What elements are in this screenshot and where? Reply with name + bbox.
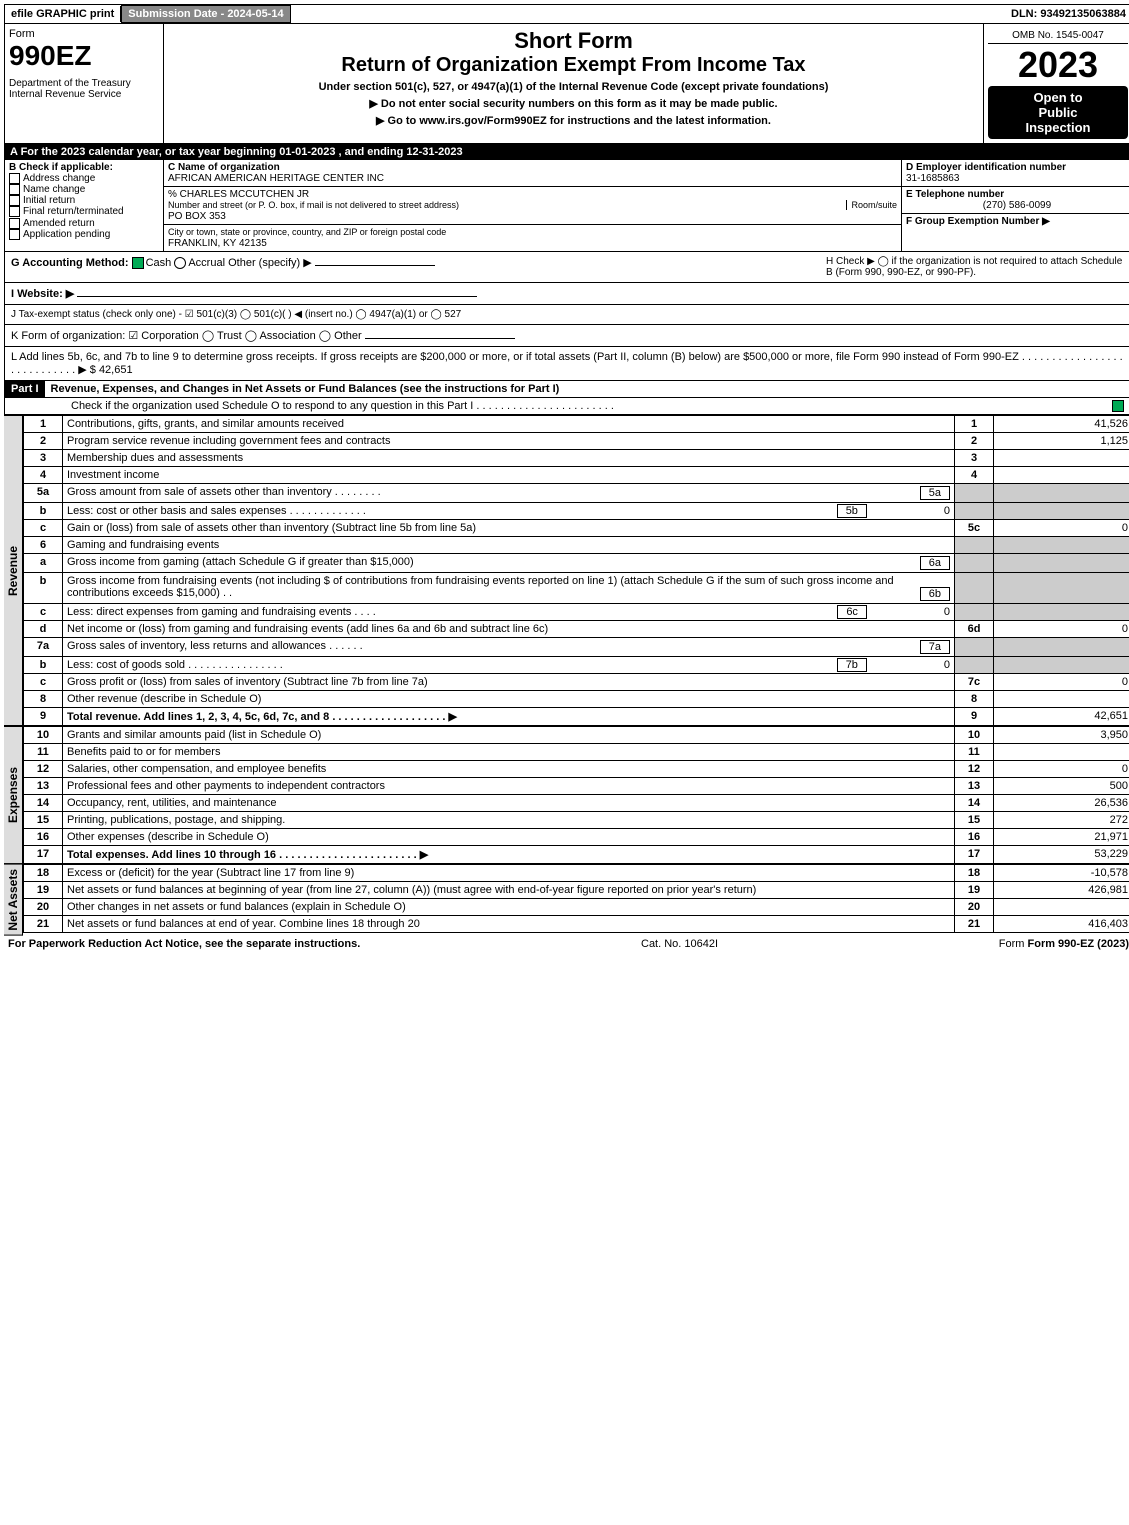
section-c-org: C Name of organization AFRICAN AMERICAN … — [164, 160, 902, 251]
org-name: AFRICAN AMERICAN HERITAGE CENTER INC — [168, 173, 384, 184]
address-change-checkbox[interactable] — [9, 173, 20, 184]
dept-treasury: Department of the Treasury — [9, 78, 159, 89]
line-6d-amount: 0 — [994, 621, 1129, 638]
efile-label: efile GRAPHIC print — [5, 6, 121, 22]
ein-value: 31-1685863 — [906, 173, 959, 184]
care-of: % CHARLES MCCUTCHEN JR — [168, 189, 309, 200]
section-i-website: I Website: ▶ — [4, 283, 1129, 305]
street-address: PO BOX 353 — [168, 211, 226, 222]
main-title: Return of Organization Exempt From Incom… — [168, 54, 979, 77]
line-5c-amount: 0 — [994, 520, 1129, 537]
catalog-number: Cat. No. 10642I — [641, 938, 718, 950]
expenses-table: 10Grants and similar amounts paid (list … — [23, 726, 1129, 864]
under-section: Under section 501(c), 527, or 4947(a)(1)… — [168, 81, 979, 93]
org-info-grid: B Check if applicable: Address change Na… — [4, 160, 1129, 252]
section-b-checkboxes: B Check if applicable: Address change Na… — [5, 160, 164, 251]
section-a-taxyear: A For the 2023 calendar year, or tax yea… — [4, 144, 1129, 160]
short-form-title: Short Form — [168, 28, 979, 54]
telephone-value: (270) 586-0099 — [906, 200, 1128, 211]
final-return-checkbox[interactable] — [9, 206, 20, 217]
expenses-section: Expenses 10Grants and similar amounts pa… — [4, 726, 1129, 864]
initial-return-checkbox[interactable] — [9, 195, 20, 206]
goto-link[interactable]: ▶ Go to www.irs.gov/Form990EZ for instru… — [168, 114, 979, 127]
gross-receipts-amount: 42,651 — [99, 364, 133, 376]
line-9-total-revenue: 42,651 — [994, 708, 1129, 726]
line-2-amount: 1,125 — [994, 433, 1129, 450]
form-number: 990EZ — [9, 40, 159, 72]
page-footer: For Paperwork Reduction Act Notice, see … — [4, 936, 1129, 952]
tax-year: 2023 — [988, 44, 1128, 86]
part-1-header: Part I Revenue, Expenses, and Changes in… — [4, 381, 1129, 398]
line-17-total-expenses: 53,229 — [994, 846, 1129, 864]
revenue-tab: Revenue — [4, 415, 23, 726]
line-21-amount: 416,403 — [994, 916, 1129, 933]
application-pending-checkbox[interactable] — [9, 229, 20, 240]
form-ref: Form Form 990-EZ (2023) — [999, 938, 1129, 950]
line-12-amount: 0 — [994, 761, 1129, 778]
net-assets-tab: Net Assets — [4, 864, 23, 936]
accrual-checkbox[interactable] — [174, 257, 186, 269]
line-7c-amount: 0 — [994, 674, 1129, 691]
revenue-section: Revenue 1Contributions, gifts, grants, a… — [4, 415, 1129, 726]
line-14-amount: 26,536 — [994, 795, 1129, 812]
submission-date-button[interactable]: Submission Date - 2024-05-14 — [121, 5, 290, 23]
expenses-tab: Expenses — [4, 726, 23, 864]
paperwork-notice: For Paperwork Reduction Act Notice, see … — [8, 938, 360, 950]
name-change-checkbox[interactable] — [9, 184, 20, 195]
net-assets-section: Net Assets 18Excess or (deficit) for the… — [4, 864, 1129, 936]
open-to-public: Open toPublicInspection — [988, 86, 1128, 139]
amended-return-checkbox[interactable] — [9, 218, 20, 229]
line-16-amount: 21,971 — [994, 829, 1129, 846]
net-assets-table: 18Excess or (deficit) for the year (Subt… — [23, 864, 1129, 933]
line-1-amount: 41,526 — [994, 416, 1129, 433]
line-19-amount: 426,981 — [994, 882, 1129, 899]
top-bar: efile GRAPHIC print Submission Date - 20… — [4, 4, 1129, 24]
line-15-amount: 272 — [994, 812, 1129, 829]
section-d-e-f: D Employer identification number 31-1685… — [902, 160, 1129, 251]
irs-label: Internal Revenue Service — [9, 89, 159, 100]
group-exemption-label: F Group Exemption Number ▶ — [906, 216, 1050, 227]
line-13-amount: 500 — [994, 778, 1129, 795]
omb-number: OMB No. 1545-0047 — [988, 28, 1128, 44]
form-header: Form 990EZ Department of the Treasury In… — [4, 24, 1129, 144]
cash-checkbox[interactable] — [132, 257, 144, 269]
schedule-o-checkbox[interactable] — [1112, 400, 1124, 412]
ssn-warning: ▶ Do not enter social security numbers o… — [168, 97, 979, 110]
section-g-h: G Accounting Method: Cash Accrual Other … — [4, 252, 1129, 283]
form-word: Form — [9, 28, 159, 40]
section-j-tax-exempt: J Tax-exempt status (check only one) - ☑… — [4, 305, 1129, 325]
section-l-gross-receipts: L Add lines 5b, 6c, and 7b to line 9 to … — [4, 347, 1129, 381]
part-1-check-o: Check if the organization used Schedule … — [4, 398, 1129, 415]
section-k-form-org: K Form of organization: ☑ Corporation ◯ … — [4, 325, 1129, 347]
revenue-table: 1Contributions, gifts, grants, and simil… — [23, 415, 1129, 726]
city-state-zip: FRANKLIN, KY 42135 — [168, 238, 267, 249]
line-18-amount: -10,578 — [994, 865, 1129, 882]
line-10-amount: 3,950 — [994, 727, 1129, 744]
section-h: H Check ▶ ◯ if the organization is not r… — [826, 256, 1126, 278]
dln-label: DLN: 93492135063884 — [1005, 6, 1129, 22]
